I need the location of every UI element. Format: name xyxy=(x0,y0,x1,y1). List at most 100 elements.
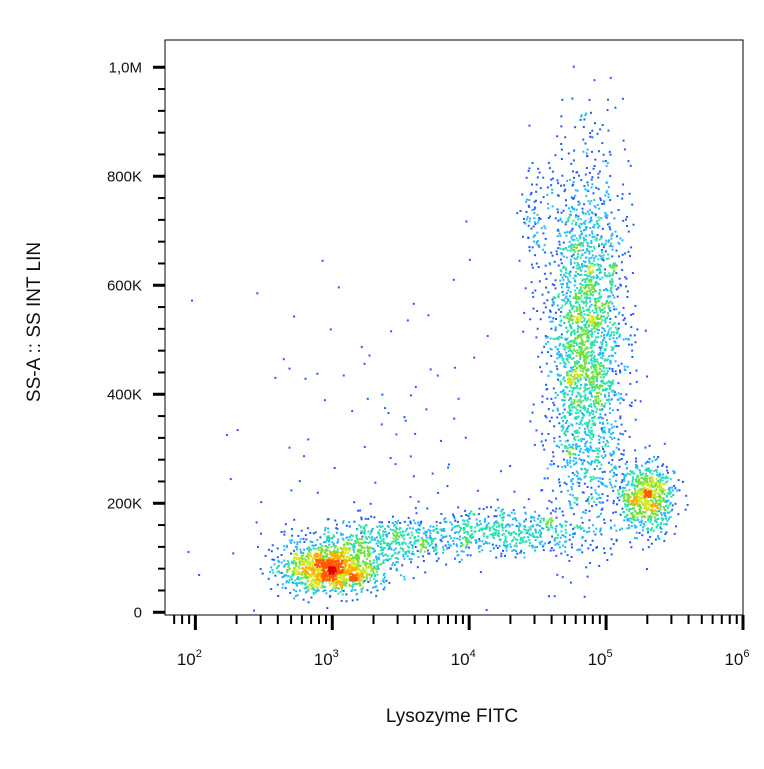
data-point xyxy=(582,414,585,417)
data-point xyxy=(562,420,565,423)
data-point xyxy=(581,367,584,370)
data-point xyxy=(640,493,642,496)
data-point xyxy=(597,402,599,405)
data-point xyxy=(552,303,555,306)
data-point xyxy=(646,474,649,477)
data-point xyxy=(564,466,567,469)
data-point xyxy=(590,384,593,387)
data-point xyxy=(537,219,540,222)
data-point xyxy=(587,309,589,312)
data-point xyxy=(586,486,589,488)
data-point xyxy=(559,217,562,220)
data-point xyxy=(573,370,576,373)
data-point xyxy=(585,322,588,325)
data-point xyxy=(604,318,607,321)
data-point xyxy=(582,244,585,247)
data-point xyxy=(664,533,667,536)
data-point xyxy=(584,430,587,433)
data-point xyxy=(526,216,529,219)
data-point xyxy=(588,261,591,264)
data-point xyxy=(592,413,595,415)
data-point xyxy=(586,421,588,424)
data-point xyxy=(601,331,603,334)
data-point xyxy=(612,466,615,469)
data-point xyxy=(597,493,600,496)
data-point xyxy=(385,579,388,582)
data-point xyxy=(382,530,385,533)
data-point xyxy=(539,534,542,537)
data-point xyxy=(601,381,604,384)
data-point xyxy=(341,575,344,578)
data-point xyxy=(567,425,570,427)
data-point xyxy=(476,524,479,527)
data-point xyxy=(374,573,377,576)
data-point xyxy=(569,374,572,377)
data-point xyxy=(669,516,672,518)
data-point xyxy=(393,524,396,527)
data-point xyxy=(548,528,551,531)
data-point xyxy=(623,473,626,476)
data-point xyxy=(610,284,613,287)
data-point xyxy=(424,532,427,535)
data-point xyxy=(644,487,647,490)
data-point xyxy=(608,222,611,225)
data-point xyxy=(590,344,593,347)
data-point xyxy=(575,297,578,300)
data-point xyxy=(670,491,673,494)
data-point xyxy=(555,507,558,510)
data-point xyxy=(608,226,611,229)
data-point xyxy=(392,562,395,565)
data-point xyxy=(576,337,579,340)
data-point xyxy=(509,533,512,536)
data-point xyxy=(507,531,510,534)
data-point xyxy=(605,164,608,167)
data-point xyxy=(591,395,594,398)
data-point xyxy=(578,484,581,487)
data-point xyxy=(580,333,583,336)
data-point xyxy=(539,201,542,204)
data-point xyxy=(577,415,580,418)
data-point xyxy=(623,368,626,371)
data-point xyxy=(379,546,382,549)
data-point xyxy=(558,435,561,438)
data-point xyxy=(523,520,526,523)
data-point xyxy=(653,512,656,515)
data-point xyxy=(546,186,549,189)
data-point xyxy=(297,572,300,575)
data-point xyxy=(562,404,565,407)
data-point xyxy=(502,549,504,552)
data-point xyxy=(401,542,404,545)
data-point xyxy=(599,356,602,359)
data-point xyxy=(647,515,650,518)
data-point xyxy=(525,540,528,543)
data-point xyxy=(562,458,565,461)
data-point xyxy=(365,566,368,569)
data-point xyxy=(646,481,649,484)
data-point xyxy=(369,502,372,505)
data-point xyxy=(570,318,572,321)
data-point xyxy=(312,593,315,596)
data-point xyxy=(427,528,430,531)
data-point xyxy=(620,458,623,460)
data-point xyxy=(575,422,578,425)
data-point xyxy=(486,536,489,539)
data-point xyxy=(453,366,456,369)
data-point xyxy=(312,561,315,564)
data-point xyxy=(384,527,386,530)
data-point xyxy=(285,581,288,584)
data-point xyxy=(409,394,412,397)
data-point xyxy=(314,591,317,594)
data-point xyxy=(638,478,640,481)
data-point xyxy=(538,514,541,517)
data-point xyxy=(591,342,594,345)
data-point xyxy=(627,517,630,520)
data-point xyxy=(569,456,572,459)
data-point xyxy=(339,580,342,583)
data-point xyxy=(564,231,567,234)
data-point xyxy=(605,182,608,184)
data-point xyxy=(545,525,548,528)
data-point xyxy=(571,222,574,225)
data-point xyxy=(589,412,592,415)
data-point xyxy=(362,560,365,563)
data-point xyxy=(588,279,591,282)
